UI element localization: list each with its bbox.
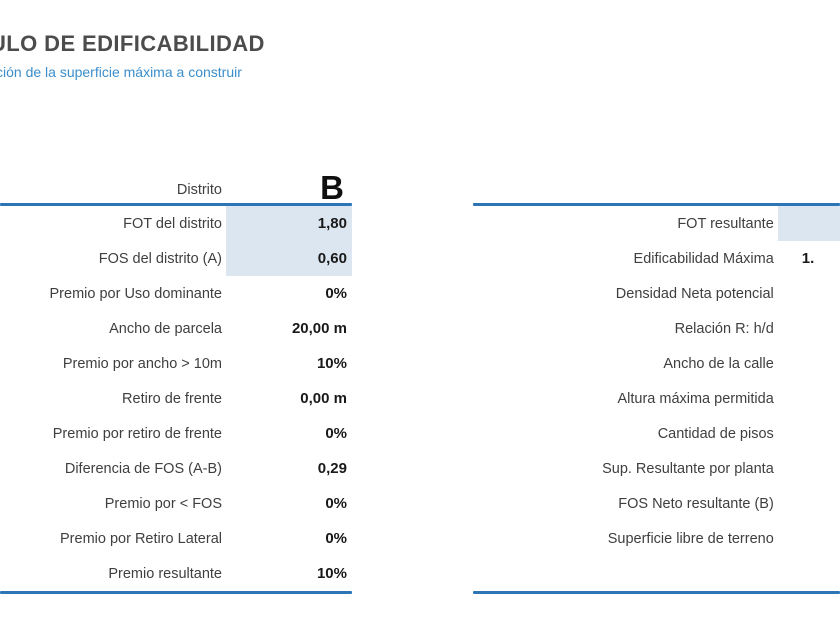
row-label: Premio por ancho > 10m [62,355,222,372]
table-row: FOT resultante [473,206,840,241]
district-table-header: Distrito B [0,167,352,203]
row-value-cell[interactable]: 0% [325,285,347,302]
table-row: Premio por retiro de frente 0% [0,416,352,451]
row-label: FOS Neto resultante (B) [618,495,774,512]
table-row: Edificabilidad Máxima 1. [473,241,840,276]
row-label: Premio por Uso dominante [49,285,222,302]
table-row: Diferencia de FOS (A-B) 0,29 [0,451,352,486]
divider-line-top [473,203,840,206]
row-label: FOS del distrito (A) [98,250,222,267]
table-row: Ancho de parcela 20,00 m [0,311,352,346]
row-value-cell[interactable] [777,206,840,241]
row-value-cell[interactable] [778,486,840,521]
results-table-rows: FOT resultante Edificabilidad Máxima 1. Den… [473,206,840,556]
table-row: Ancho de la calle [473,346,840,381]
row-label: Densidad Neta potencial [615,285,774,302]
table-row: Premio por Retiro Lateral 0% [0,521,352,556]
row-value-cell[interactable]: 10% [316,565,347,582]
row-label: Altura máxima permitida [617,390,774,407]
district-header-value: B [320,168,344,206]
row-label: Premio resultante [108,565,222,582]
table-row: FOS del distrito (A) 0,60 [0,241,352,276]
district-table-rows: FOT del distrito 1,80 FOS del distrito (A)… [0,206,352,591]
row-value-cell[interactable] [778,451,840,486]
table-row: Retiro de frente 0,00 m [0,381,352,416]
row-label: Premio por retiro de frente [52,425,222,442]
empty-row [473,556,840,591]
row-value-cell[interactable]: 1,80 [226,206,352,241]
row-value-cell[interactable]: 20,00 m [291,320,347,337]
row-value-cell[interactable]: 1. [801,250,815,267]
row-label: Sup. Resultante por planta [602,460,774,477]
divider-line-bottom [473,591,840,594]
row-label: Retiro de frente [122,390,222,407]
row-value-cell[interactable]: 0,00 m [300,390,347,407]
table-row: Densidad Neta potencial [473,276,840,311]
row-label: Premio por Retiro Lateral [60,530,222,547]
table-row: Cantidad de pisos [473,416,840,451]
table-row: Premio resultante 10% [0,556,352,591]
row-label: Edificabilidad Máxima [633,250,774,267]
district-parameters-table: Distrito B FOT del distrito 1,80 FOS del d… [0,167,352,594]
page-subtitle: ción de la superficie máxima a construir [0,64,242,80]
row-value-cell[interactable] [778,521,840,556]
table-row: Premio por Uso dominante 0% [0,276,352,311]
table-row: Superficie libre de terreno [473,521,840,556]
table-row: FOS Neto resultante (B) [473,486,840,521]
table-row: FOT del distrito 1,80 [0,206,352,241]
row-value-cell[interactable] [778,311,840,346]
row-value-cell[interactable]: 10% [316,355,347,372]
row-value-cell[interactable] [778,346,840,381]
row-value-cell[interactable]: 0,60 [226,241,352,276]
district-header-label: Distrito [176,182,222,198]
row-label: FOT del distrito [123,215,222,232]
row-label: FOT resultante [677,215,774,232]
row-label: Cantidad de pisos [657,425,774,442]
row-label: Relación R: h/d [674,320,774,337]
page-title: ULO DE EDIFICABILIDAD [0,31,265,56]
row-value-cell[interactable] [778,276,840,311]
row-value-cell[interactable] [778,416,840,451]
row-label: Diferencia de FOS (A-B) [64,460,222,477]
table-row: Sup. Resultante por planta [473,451,840,486]
table-row: Altura máxima permitida [473,381,840,416]
row-label: Ancho de parcela [109,320,222,337]
row-label: Superficie libre de terreno [607,530,774,547]
table-row: Premio por < FOS 0% [0,486,352,521]
row-value-cell[interactable]: 0% [325,425,347,442]
table-row: Premio por ancho > 10m 10% [0,346,352,381]
row-label: Premio por < FOS [104,495,222,512]
table-row: Relación R: h/d [473,311,840,346]
row-value-cell[interactable]: 0% [325,530,347,547]
divider-line-top [0,203,352,206]
row-label: Ancho de la calle [663,355,774,372]
row-value-cell[interactable]: 0% [325,495,347,512]
row-value-cell[interactable]: 0,29 [317,460,347,477]
results-table: FOT resultante Edificabilidad Máxima 1. Den… [473,203,840,594]
row-value-cell[interactable] [778,381,840,416]
divider-line-bottom [0,591,352,594]
